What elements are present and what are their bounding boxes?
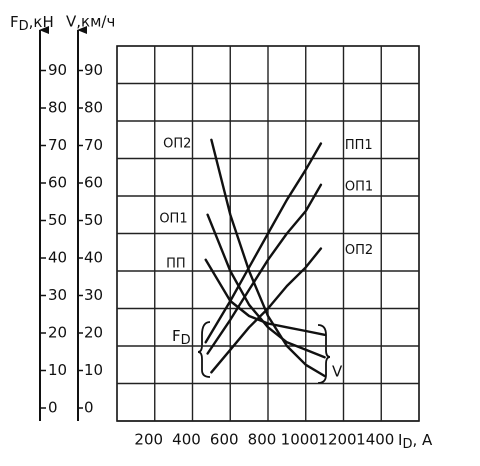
series-label: ОП2 bbox=[345, 243, 373, 258]
bracket bbox=[197, 321, 211, 378]
curve bbox=[204, 142, 323, 344]
curve bbox=[206, 213, 326, 359]
y2-tick-label: 20 bbox=[84, 324, 103, 342]
x-title-rest: , A bbox=[412, 431, 433, 449]
y-tick-label: 10 bbox=[48, 361, 67, 379]
series-label: ОП2 bbox=[163, 136, 191, 151]
y-axis-title: FD,кН bbox=[10, 13, 54, 34]
annotation: FD bbox=[172, 327, 191, 348]
annotation: V bbox=[332, 363, 343, 381]
series-label: ПП bbox=[166, 256, 186, 271]
series-label: ОП1 bbox=[159, 211, 187, 226]
y2-tick-label: 30 bbox=[84, 286, 103, 304]
y-tick-label: 40 bbox=[48, 249, 67, 267]
y2-tick-label: 60 bbox=[84, 174, 103, 192]
y2-tick-label: 10 bbox=[84, 361, 103, 379]
y-title-sub: D bbox=[19, 19, 29, 34]
y-title-main: F bbox=[10, 13, 19, 31]
y2-tick-label: 50 bbox=[84, 211, 103, 229]
y-tick-label: 0 bbox=[48, 399, 58, 417]
x-title-main: I bbox=[398, 431, 402, 449]
y-tick-label: 50 bbox=[48, 211, 67, 229]
y2-tick-label: 0 bbox=[84, 399, 94, 417]
y-tick-label: 20 bbox=[48, 324, 67, 342]
y-tick-label: 80 bbox=[48, 99, 67, 117]
curve bbox=[210, 247, 323, 374]
curve bbox=[210, 138, 326, 378]
x-tick-label: 800 bbox=[248, 431, 277, 449]
y2-tick-label: 70 bbox=[84, 136, 103, 154]
x-tick-label: 1400 bbox=[356, 431, 394, 449]
series-label: ОП1 bbox=[345, 179, 373, 194]
series-label: ПП1 bbox=[345, 138, 373, 153]
x-tick-label: 200 bbox=[134, 431, 163, 449]
y-tick-label: 30 bbox=[48, 286, 67, 304]
annotation-sub: D bbox=[181, 333, 191, 348]
y2-tick-label: 40 bbox=[84, 249, 103, 267]
annotation-main: F bbox=[172, 327, 181, 345]
x-tick-label: 1000 bbox=[281, 431, 319, 449]
y2-tick-label: 80 bbox=[84, 99, 103, 117]
bracket bbox=[317, 324, 331, 384]
y2-axis-title: V,км/ч bbox=[66, 13, 115, 31]
y-tick-label: 70 bbox=[48, 136, 67, 154]
x-tick-label: 600 bbox=[210, 431, 239, 449]
x-tick-label: 400 bbox=[172, 431, 201, 449]
x-title-sub: D bbox=[402, 437, 412, 452]
y2-tick-label: 90 bbox=[84, 61, 103, 79]
curve bbox=[206, 183, 323, 355]
y-tick-label: 60 bbox=[48, 174, 67, 192]
x-axis-title: ID, A bbox=[398, 431, 433, 452]
x-tick-label: 1200 bbox=[318, 431, 356, 449]
y-title-rest: ,кН bbox=[29, 13, 54, 31]
y-tick-label: 90 bbox=[48, 61, 67, 79]
